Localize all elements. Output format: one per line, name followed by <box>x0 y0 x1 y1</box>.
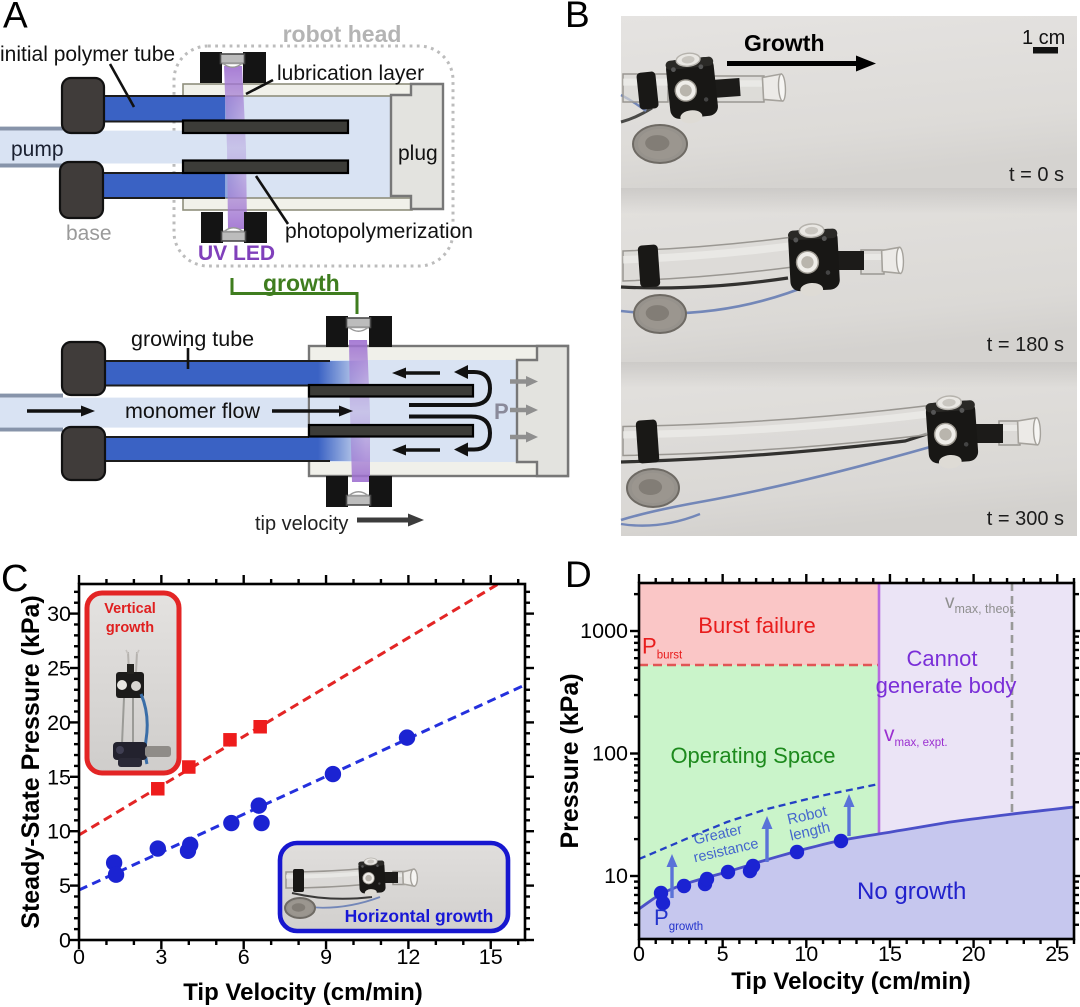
svg-text:0: 0 <box>59 929 71 953</box>
svg-text:30: 30 <box>47 602 71 626</box>
svg-text:0: 0 <box>633 942 645 966</box>
svg-text:robot head: robot head <box>283 21 402 47</box>
svg-text:6: 6 <box>238 945 250 969</box>
svg-text:10: 10 <box>47 820 71 844</box>
svg-text:Operating Space: Operating Space <box>670 743 835 768</box>
svg-text:A: A <box>3 0 28 36</box>
svg-text:Tip Velocity (cm/min): Tip Velocity (cm/min) <box>731 968 971 995</box>
svg-text:monomer flow: monomer flow <box>125 399 260 423</box>
svg-text:5: 5 <box>59 874 71 898</box>
svg-text:1 cm: 1 cm <box>1022 27 1065 49</box>
svg-text:UV LED: UV LED <box>198 242 275 265</box>
svg-text:No growth: No growth <box>857 878 966 905</box>
svg-text:pump: pump <box>11 138 64 161</box>
svg-text:lubrication layer: lubrication layer <box>277 62 424 85</box>
svg-text:t = 180 s: t = 180 s <box>987 334 1064 356</box>
svg-text:10: 10 <box>794 942 818 966</box>
svg-text:initial polymer tube: initial polymer tube <box>0 43 175 66</box>
svg-text:Tip Velocity (cm/min): Tip Velocity (cm/min) <box>183 979 423 1006</box>
svg-text:Burst failure: Burst failure <box>698 613 815 638</box>
svg-text:base: base <box>66 222 112 245</box>
svg-text:Horizontal growth: Horizontal growth <box>345 906 494 926</box>
svg-text:20: 20 <box>962 942 986 966</box>
svg-text:Vertical: Vertical <box>104 601 156 617</box>
svg-text:5: 5 <box>717 942 729 966</box>
svg-text:12: 12 <box>396 945 420 969</box>
svg-text:20: 20 <box>47 711 71 735</box>
svg-text:1000: 1000 <box>580 619 628 643</box>
svg-text:0: 0 <box>73 945 85 969</box>
svg-text:10: 10 <box>604 864 628 888</box>
svg-text:photopolymerization: photopolymerization <box>285 220 473 243</box>
svg-text:15: 15 <box>47 765 71 789</box>
svg-text:t = 0 s: t = 0 s <box>1009 164 1064 186</box>
svg-text:3: 3 <box>155 945 167 969</box>
svg-text:growth: growth <box>106 620 154 636</box>
svg-text:Cannot: Cannot <box>907 646 978 671</box>
svg-text:P: P <box>494 399 509 424</box>
svg-text:100: 100 <box>592 742 628 766</box>
svg-text:15: 15 <box>479 945 503 969</box>
svg-text:t = 300 s: t = 300 s <box>987 508 1064 530</box>
svg-text:25: 25 <box>47 657 71 681</box>
svg-text:generate body: generate body <box>876 673 1017 698</box>
svg-text:25: 25 <box>1045 942 1069 966</box>
svg-text:9: 9 <box>320 945 332 969</box>
svg-text:B: B <box>565 0 590 35</box>
svg-text:Pressure (kPa): Pressure (kPa) <box>556 673 584 848</box>
svg-text:growing tube: growing tube <box>131 327 254 351</box>
svg-text:Steady-State Pressure (kPa): Steady-State Pressure (kPa) <box>17 595 45 928</box>
svg-text:tip velocity: tip velocity <box>255 513 348 535</box>
svg-text:C: C <box>1 558 28 600</box>
svg-text:Growth: Growth <box>744 30 825 56</box>
svg-text:growth: growth <box>263 270 340 296</box>
svg-text:D: D <box>565 554 592 595</box>
svg-text:15: 15 <box>878 942 902 966</box>
svg-text:plug: plug <box>398 142 438 165</box>
